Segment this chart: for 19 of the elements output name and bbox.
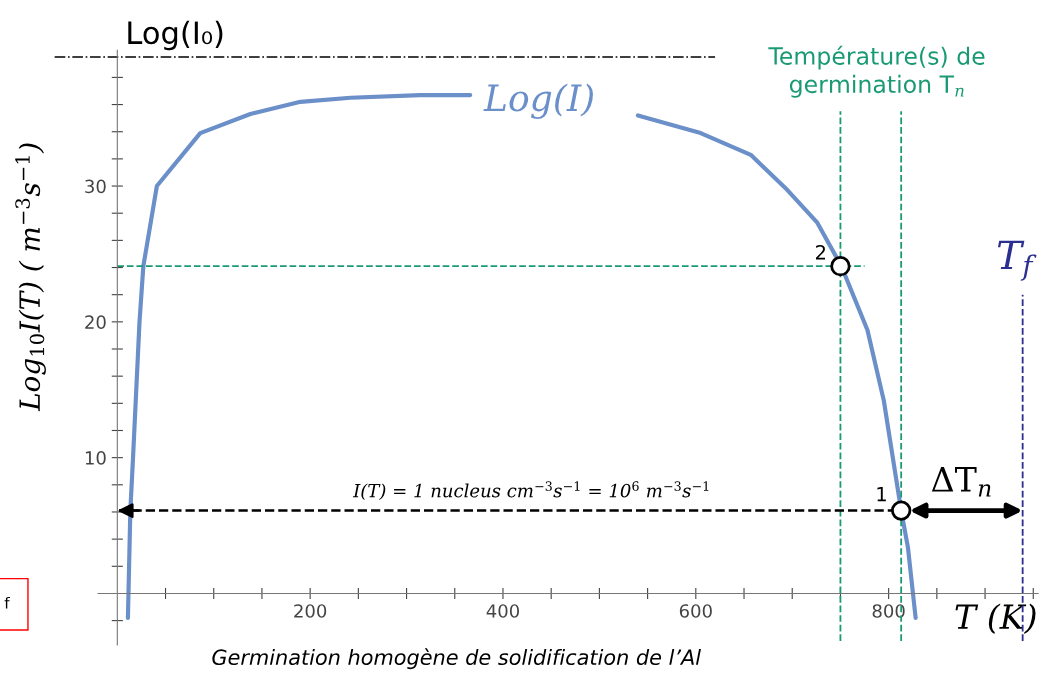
ref-line-label: Log(I₀) [128, 20, 223, 51]
x-tick-label: 400 [486, 604, 520, 618]
annotation: 2 [815, 244, 825, 260]
x-tick-label: 600 [679, 604, 712, 618]
y-tick-label: 30 [85, 179, 106, 194]
y-tick-label: 20 [85, 315, 106, 329]
text: I(T) = 1 nucleus cm$^{−3}$s$^{−1}$ = 10$^{6}$ m$^{−3}$s$^{−1}$ [352, 481, 709, 501]
x-axis-title: T (K) [955, 603, 1036, 634]
text: f [4, 596, 10, 609]
ref-line-label: Température(s) de germination T$_{n}$ [768, 45, 985, 98]
series-label: Log(I) [483, 83, 593, 119]
x-tick-label: 800 [872, 604, 905, 618]
annotation: 1 [877, 486, 886, 502]
text: Germination homogène de solidification de l’Al [212, 648, 701, 670]
y-axis-title: Log$_{10}$I(T) ( m$^{−3}$s$^{−1}$) [15, 143, 46, 412]
x-tick-label: 200 [294, 604, 327, 618]
annotation: ΔT$_{n}$ [931, 467, 991, 497]
y-tick-label: 10 [85, 451, 106, 465]
ref-line-label: T$_{f}$ [997, 240, 1037, 281]
